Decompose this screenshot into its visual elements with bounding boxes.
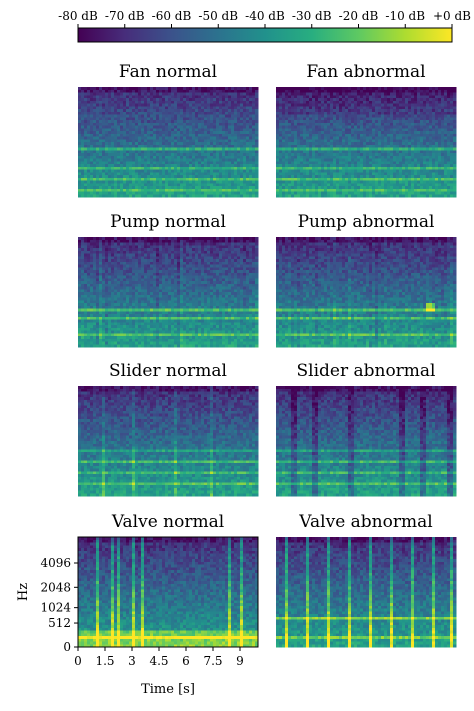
spectrogram-panel-fan-abnormal: Fan abnormal bbox=[276, 62, 457, 198]
y-tick-label: 0 bbox=[63, 640, 71, 654]
y-tick-label: 2048 bbox=[40, 580, 71, 594]
spectrogram-cells bbox=[276, 386, 457, 497]
spectrogram-cells bbox=[78, 537, 259, 648]
x-tick-label: 3 bbox=[128, 654, 136, 668]
x-tick-label: 6 bbox=[182, 654, 190, 668]
x-tick-label: 4.5 bbox=[149, 654, 168, 668]
colorbar-tick-label: +0 dB bbox=[433, 9, 471, 23]
colorbar-gradient bbox=[77, 27, 453, 43]
x-tick-label: 0 bbox=[74, 654, 82, 668]
spectrogram-cells bbox=[78, 87, 259, 198]
colorbar-tick-label: -30 dB bbox=[292, 9, 332, 23]
spectrogram-panel-pump-normal: Pump normal bbox=[78, 212, 259, 348]
panel-title: Pump abnormal bbox=[298, 212, 435, 232]
panel-title: Valve abnormal bbox=[298, 512, 432, 532]
colorbar-tick-label: -50 dB bbox=[198, 9, 238, 23]
spectrogram-cells bbox=[276, 87, 457, 198]
spectrogram-cells bbox=[78, 386, 259, 497]
spectrogram-cells bbox=[276, 537, 457, 648]
colorbar-tick-label: -70 dB bbox=[105, 9, 145, 23]
colorbar-tick-label: -40 dB bbox=[245, 9, 285, 23]
x-tick-label: 1.5 bbox=[95, 654, 114, 668]
spectrogram-cells bbox=[78, 237, 259, 348]
colorbar-tick-label: -10 dB bbox=[385, 9, 425, 23]
colorbar-tick-label: -60 dB bbox=[152, 9, 192, 23]
y-tick-label: 1024 bbox=[40, 601, 71, 615]
panel-title: Slider normal bbox=[109, 361, 227, 381]
colorbar: -80 dB -70 dB -60 dB -50 dB -40 dB -30 dB -20 … bbox=[58, 9, 471, 43]
x-tick-label: 7.5 bbox=[203, 654, 222, 668]
spectrogram-panel-valve-normal: Valve normal bbox=[77, 512, 259, 648]
panel-title: Fan abnormal bbox=[306, 62, 425, 82]
x-axis-label: Time [s] bbox=[141, 682, 195, 697]
panel-title: Pump normal bbox=[110, 212, 226, 232]
spectrogram-panels: Fan normal Fan abnormal Pump normal Pump ab… bbox=[77, 62, 457, 648]
panel-frame bbox=[77, 536, 259, 648]
panel-title: Fan normal bbox=[119, 62, 217, 82]
colorbar-ticks: -80 dB -70 dB -60 dB -50 dB -40 dB -30 dB -20 … bbox=[58, 9, 471, 28]
y-tick-label: 4096 bbox=[40, 556, 71, 570]
spectrogram-cells bbox=[276, 237, 457, 348]
x-tick-label: 9 bbox=[236, 654, 244, 668]
spectrogram-panel-slider-abnormal: Slider abnormal bbox=[276, 361, 457, 497]
spectrogram-panel-pump-abnormal: Pump abnormal bbox=[276, 212, 457, 348]
colorbar-tick-label: -20 dB bbox=[339, 9, 379, 23]
spectrogram-panel-valve-abnormal: Valve abnormal bbox=[276, 512, 457, 648]
panel-title: Valve normal bbox=[111, 512, 224, 532]
spectrogram-panel-slider-normal: Slider normal bbox=[78, 361, 259, 497]
y-axis-label: Hz bbox=[16, 583, 31, 601]
colorbar-tick-label: -80 dB bbox=[58, 9, 98, 23]
panel-title: Slider abnormal bbox=[296, 361, 435, 381]
y-tick-label: 512 bbox=[48, 616, 71, 630]
spectrogram-panel-fan-normal: Fan normal bbox=[78, 62, 259, 198]
